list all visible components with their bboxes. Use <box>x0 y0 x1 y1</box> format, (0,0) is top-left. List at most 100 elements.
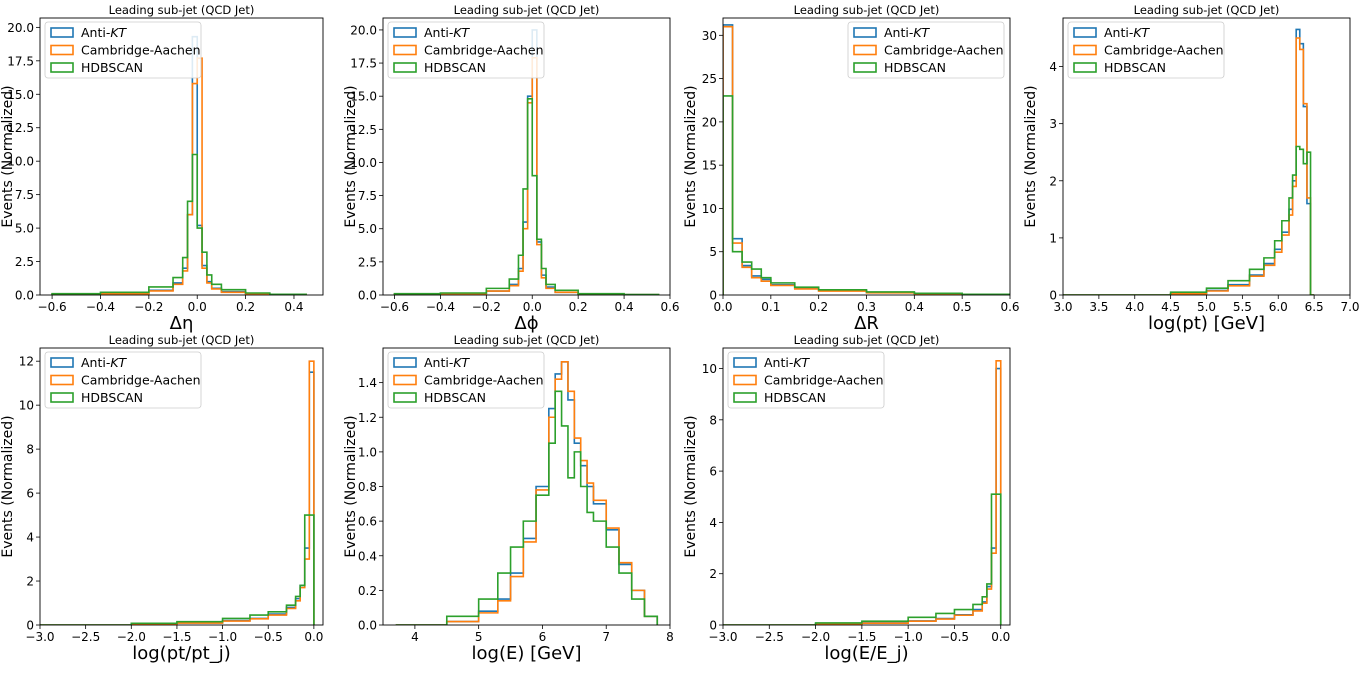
legend-swatch-hdbscan <box>733 392 757 403</box>
chart-title: Leading sub-jet (QCD Jet) <box>109 3 255 17</box>
legend: Anti-KT Cambridge-Aachen HDBSCAN <box>387 351 545 409</box>
x-axis-label: log(E) [GeV] <box>472 643 582 664</box>
chart-panel-7: −3.0 −2.5 −2.0 −1.5 −1.0 −0.5 0.0 0 2 4 6 8 10 Leadin… <box>683 333 1011 664</box>
legend-label-anti-kt: Anti-KT <box>764 355 811 370</box>
legend-swatch-anti-kt <box>853 27 877 38</box>
legend-swatch-cambridge-aachen <box>393 374 417 386</box>
x-tick-label: 0.1 <box>761 300 780 314</box>
legend-label-hdbscan: HDBSCAN <box>764 390 826 405</box>
x-tick-label: 6.5 <box>1305 300 1324 314</box>
y-tick-label: 10 <box>702 362 717 376</box>
x-tick-label: −0.2 <box>134 300 163 314</box>
x-tick-label: 4.5 <box>1161 300 1180 314</box>
legend-label-anti-kt: Anti-KT <box>81 355 128 370</box>
chart-panel-3: 0.0 0.1 0.2 0.3 0.4 0.5 0.6 0 5 10 15 20 25 30 Leading… <box>683 3 1020 334</box>
series-hdbscan <box>40 514 315 625</box>
legend-label-cambridge-aachen: Cambridge-Aachen <box>764 373 884 388</box>
legend: Anti-KT Cambridge-Aachen HDBSCAN <box>387 21 545 79</box>
x-tick-label: −2.0 <box>801 630 830 644</box>
x-tick-label: −2.5 <box>755 630 784 644</box>
y-tick-label: 2 <box>709 567 717 581</box>
legend-label-cambridge-aachen: Cambridge-Aachen <box>884 43 1004 58</box>
series-cambridge-aachen <box>1063 37 1315 295</box>
y-tick-label: 4 <box>1049 60 1057 74</box>
legend: Anti-KT Cambridge-Aachen HDBSCAN <box>44 351 202 409</box>
series-hdbscan <box>723 493 1002 625</box>
x-tick-label: 5.5 <box>1233 300 1252 314</box>
x-tick-label: −0.6 <box>380 300 409 314</box>
legend-label-hdbscan: HDBSCAN <box>424 390 486 405</box>
legend-box <box>44 351 202 409</box>
x-tick-label: 4.0 <box>1125 300 1144 314</box>
y-tick-label: 5.0 <box>15 222 34 236</box>
chart-panel-5: −3.0 −2.5 −2.0 −1.5 −1.0 −0.5 0.0 0 2 4 6 8 10 12 Lead… <box>0 333 324 664</box>
series-hdbscan <box>395 390 659 625</box>
legend-swatch-hdbscan <box>50 62 74 73</box>
y-tick-label: 0.6 <box>358 515 377 529</box>
x-tick-label: 0.0 <box>188 300 207 314</box>
series-hdbscan <box>723 95 1010 295</box>
y-tick-label: 20 <box>702 115 717 129</box>
x-tick-label: −0.4 <box>426 300 455 314</box>
y-tick-label: 1.2 <box>358 411 377 425</box>
y-tick-label: 17.5 <box>350 57 377 71</box>
y-tick-label: 5.0 <box>358 222 377 236</box>
legend-label-hdbscan: HDBSCAN <box>884 60 946 75</box>
x-axis-label: log(pt/pt_j) <box>132 643 231 664</box>
y-tick-label: 1.0 <box>358 445 377 459</box>
legend-label-hdbscan: HDBSCAN <box>1104 60 1166 75</box>
legend-swatch-hdbscan <box>853 62 877 73</box>
y-tick-label: 2 <box>26 575 34 589</box>
chart-panel-4: 3.0 3.5 4.0 4.5 5.0 5.5 6.0 6.5 7.0 0 1 2 3 4 Leading … <box>1023 3 1360 334</box>
legend-swatch-anti-kt <box>393 27 417 38</box>
legend-swatch-anti-kt <box>733 357 757 368</box>
legend-swatch-anti-kt <box>50 27 74 38</box>
x-tick-label: 0.0 <box>523 300 542 314</box>
legend-label-anti-kt: Anti-KT <box>424 355 471 370</box>
series-group <box>1063 28 1315 295</box>
x-axis-label: Δη <box>170 313 194 334</box>
series-group <box>395 361 659 625</box>
legend: Anti-KT Cambridge-Aachen HDBSCAN <box>1067 21 1225 79</box>
y-tick-label: 0.8 <box>358 480 377 494</box>
y-tick-label: 12.5 <box>350 123 377 137</box>
x-tick-label: 7 <box>602 630 610 644</box>
y-tick-label: 15.0 <box>350 90 377 104</box>
legend-swatch-cambridge-aachen <box>393 44 417 56</box>
legend-swatch-cambridge-aachen <box>733 374 757 386</box>
series-group <box>723 24 1010 295</box>
x-tick-label: −2.5 <box>71 630 100 644</box>
x-tick-label: 0.0 <box>713 300 732 314</box>
series-hdbscan <box>51 153 307 295</box>
chart-panel-6: 4 5 6 7 8 0.0 0.2 0.4 0.6 0.8 1.0 1.2 1.4 Leading sub… <box>343 333 674 664</box>
legend-label-cambridge-aachen: Cambridge-Aachen <box>81 373 201 388</box>
x-tick-label: −1.0 <box>208 630 237 644</box>
legend-label-cambridge-aachen: Cambridge-Aachen <box>424 373 544 388</box>
x-tick-label: 0.0 <box>991 630 1010 644</box>
y-tick-label: 10.0 <box>7 155 34 169</box>
x-tick-label: 5.0 <box>1197 300 1216 314</box>
y-tick-label: 7.5 <box>358 189 377 203</box>
x-tick-label: 0.2 <box>236 300 255 314</box>
y-tick-label: 10 <box>19 399 34 413</box>
legend-box <box>387 351 545 409</box>
y-axis-label: Events (Normalized) <box>683 85 699 227</box>
y-tick-label: 7.5 <box>15 188 34 202</box>
x-tick-label: 0.0 <box>304 630 323 644</box>
y-tick-label: 1.4 <box>358 376 377 390</box>
y-tick-label: 25 <box>702 72 717 86</box>
y-tick-label: 0.0 <box>358 619 377 633</box>
y-tick-label: 15.0 <box>7 88 34 102</box>
series-cambridge-aachen <box>51 57 307 295</box>
x-tick-label: 8 <box>666 630 674 644</box>
legend-label-hdbscan: HDBSCAN <box>424 60 486 75</box>
legend-label-cambridge-aachen: Cambridge-Aachen <box>1104 43 1224 58</box>
x-tick-label: 0.4 <box>905 300 924 314</box>
y-tick-label: 0 <box>1049 289 1057 303</box>
x-tick-label: −0.4 <box>86 300 115 314</box>
y-tick-label: 20.0 <box>350 23 377 37</box>
y-tick-label: 0.0 <box>358 289 377 303</box>
legend-swatch-cambridge-aachen <box>50 374 74 386</box>
y-tick-label: 0 <box>709 619 717 633</box>
x-tick-label: 3.5 <box>1089 300 1108 314</box>
